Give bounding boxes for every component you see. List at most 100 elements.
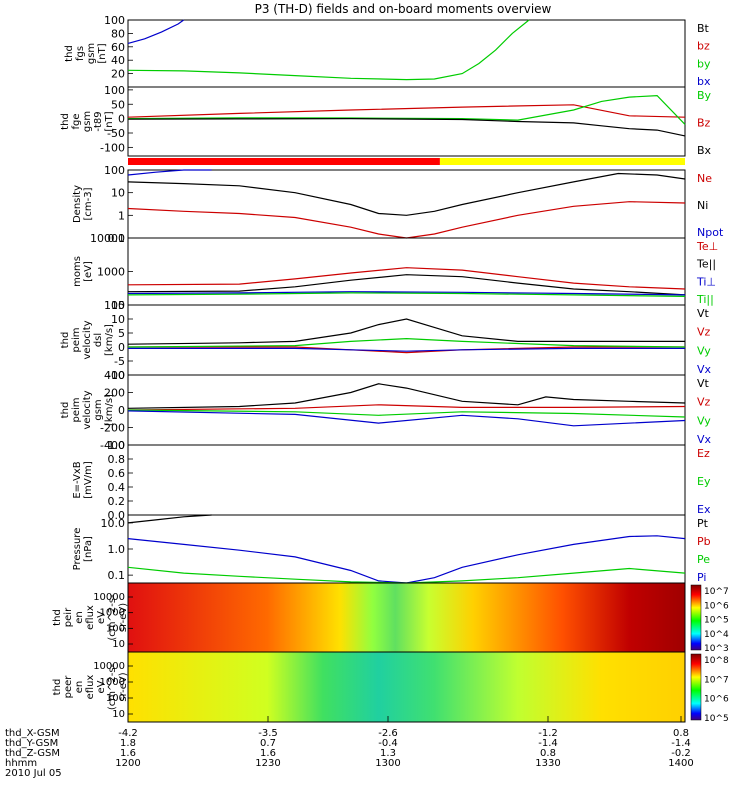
series-Vy (127, 337, 686, 348)
x-axis-value: 0.8 (540, 748, 556, 759)
y-tick-label: 10 (111, 187, 125, 200)
x-axis-row-label: thd_Y-GSM (5, 738, 58, 749)
series-Te|| (127, 274, 686, 296)
legend-0: Vt (697, 377, 710, 390)
y-axis-label: eflux (85, 605, 96, 630)
y-axis-label: velocity (82, 390, 93, 429)
y-tick-label: 80 (111, 27, 125, 40)
y-tick-label: 100 (104, 299, 125, 312)
y-axis-label: peim (71, 327, 82, 352)
series-bx (127, 19, 185, 44)
series-Vt (127, 383, 686, 409)
y-tick-label: 100 (104, 164, 125, 177)
legend-2: Pe (697, 553, 710, 566)
y-axis-label: peim (71, 397, 82, 422)
y-tick-label: 0 (118, 404, 125, 417)
x-axis-table: thd_X-GSM -4.2 -3.5 -2.6 -1.2 0.8 thd_Y-GSM 1.8… (5, 716, 694, 779)
y-axis-label: dsl (93, 333, 104, 347)
legend-2: Vy (697, 344, 711, 357)
y-tick-label: 100 (104, 14, 125, 27)
status-bar-segment (128, 158, 440, 165)
y-tick-label: 0.2 (108, 495, 126, 508)
y-axis-label: sr-eV) (118, 603, 129, 632)
legend-0: Pt (697, 517, 709, 530)
series-Ne (127, 201, 686, 239)
x-axis-value: 1230 (255, 758, 280, 769)
y-tick-label: -5 (114, 355, 125, 368)
series-Vx (127, 410, 686, 427)
x-axis-value: -0.4 (378, 738, 398, 749)
x-axis-value: 1400 (668, 758, 693, 769)
y-axis-label: eV (96, 611, 107, 624)
y-tick-label: 0.1 (108, 569, 126, 582)
x-axis-value: 1.3 (380, 748, 396, 759)
series-By (127, 94, 686, 125)
y-tick-label: 1.0 (108, 543, 126, 556)
y-tick-label: 0.0 (108, 509, 126, 522)
legend-3: Pi (697, 571, 706, 584)
y-axis-label: peir (63, 607, 74, 627)
y-axis-label: thd (52, 679, 63, 696)
x-axis-value: 1.8 (120, 738, 136, 749)
y-tick-label: 0 (118, 341, 125, 354)
y-axis-label: velocity (82, 320, 93, 359)
y-tick-label: 100 (104, 84, 125, 97)
x-axis-value: -2.6 (378, 728, 398, 739)
panel-7: 1.00.80.60.40.20.0 Ez Ey Ex E=-VxB [mV/m] (72, 439, 711, 522)
y-axis-label: gsm (93, 399, 104, 420)
legend-0: Vt (697, 307, 710, 320)
series-Ti|| (127, 292, 686, 297)
y-tick-label: -100 (100, 141, 125, 154)
legend-2: Ti⊥ (696, 275, 716, 288)
series-Vt (127, 318, 685, 345)
panel-frame (127, 374, 686, 446)
y-axis-label: E=-VxB (72, 461, 83, 498)
y-tick-label: 10 (112, 709, 125, 720)
x-axis-value: -4.2 (118, 728, 138, 739)
colorbar-label: 10^4 (704, 630, 729, 640)
y-tick-label: 10 (112, 639, 125, 650)
series-Bx (127, 117, 686, 137)
legend-2: Bx (697, 144, 712, 157)
panel-10: 10^8 10^7 10^6 10^5 10000 1000 100 10 thd peer en e… (52, 651, 729, 724)
legend-3: Ti|| (696, 293, 714, 306)
panel-3: 100 10 1 0.1 Ne Ni Npot Density [cm-3] (72, 164, 724, 245)
y-axis-label: thd (60, 332, 71, 349)
spectrogram (128, 583, 685, 652)
panel-frame (127, 304, 686, 376)
y-axis-label: [nT] (104, 111, 115, 131)
y-tick-label: 40 (111, 54, 125, 67)
x-axis-value: 1330 (535, 758, 560, 769)
y-axis-label: Pressure (72, 528, 83, 571)
x-axis-row-label: hhmm (5, 758, 37, 769)
x-axis-value: 1300 (375, 758, 400, 769)
y-tick-label: 10.0 (101, 517, 126, 530)
y-tick-label: 0.6 (108, 467, 126, 480)
x-axis-value: 1200 (115, 758, 140, 769)
colorbar (690, 584, 702, 651)
x-axis-value: -3.5 (258, 728, 278, 739)
spectrogram (128, 652, 685, 722)
y-axis-label: [nT] (97, 43, 108, 63)
y-axis-label: thd (60, 113, 71, 130)
series-Vz (128, 346, 685, 354)
y-axis-label: peer (63, 675, 74, 699)
x-axis-value: -1.2 (538, 728, 558, 739)
panel-frame (127, 86, 686, 157)
legend-2: Ex (697, 503, 711, 516)
series-Te⊥ (127, 267, 686, 290)
legend-0: By (697, 89, 712, 102)
y-tick-label: 0.4 (108, 481, 126, 494)
legend-3: bx (697, 75, 711, 88)
y-tick-label: 10000 (90, 232, 125, 245)
y-tick-label: 400 (104, 369, 125, 382)
y-axis-label: gsm (86, 43, 97, 64)
x-axis-value: 0.7 (260, 738, 276, 749)
legend-3: Vx (697, 363, 712, 376)
colorbar-label: 10^6 (704, 601, 729, 611)
colorbar-label: 10^5 (704, 616, 729, 626)
y-axis-label: [mV/m] (83, 461, 94, 499)
